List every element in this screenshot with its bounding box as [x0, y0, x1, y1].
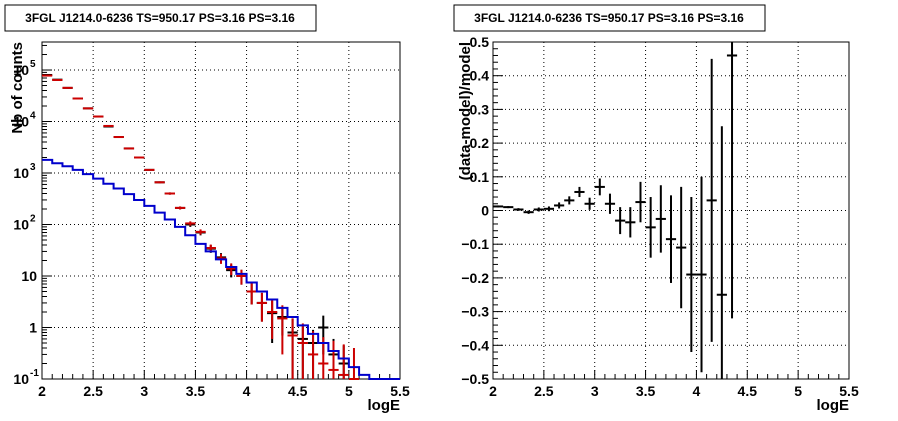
counts-y-axis-label: Nb of counts — [9, 42, 26, 134]
y-tick-label: 10 — [21, 268, 37, 284]
x-tick-label: 4.5 — [288, 383, 308, 399]
residual-grid — [493, 42, 849, 379]
y-tick-exponent: -1 — [30, 368, 39, 379]
counts-chart-panel: 3FGL J1214.0-6236 TS=950.17 PS=3.16 PS=3… — [4, 4, 410, 414]
x-tick-label: 5 — [794, 383, 802, 399]
y-tick-label: −0.5 — [461, 371, 489, 387]
counts-chart-title: 3FGL J1214.0-6236 TS=950.17 PS=3.16 PS=3… — [25, 11, 295, 25]
y-tick-label: 10 — [13, 62, 29, 78]
y-tick-label: 0.2 — [470, 135, 490, 151]
x-tick-label: 5 — [345, 383, 353, 399]
x-tick-label: 3 — [591, 383, 599, 399]
counts-title-box — [4, 4, 317, 32]
x-tick-label: 3.5 — [186, 383, 206, 399]
counts-plot-frame — [41, 41, 401, 380]
x-tick-label: 5.5 — [390, 383, 410, 399]
y-tick-label: 0 — [481, 203, 489, 219]
y-tick-label: 0.1 — [470, 169, 490, 185]
y-tick-label: 10 — [13, 217, 29, 233]
x-tick-label: 2.5 — [83, 383, 103, 399]
x-tick-label: 4 — [243, 383, 251, 399]
residual-title-box — [453, 4, 766, 32]
residual-x-axis: 2 2.5 3 3.5 4 4.5 5 5.5 — [489, 370, 859, 399]
x-tick-label: 3.5 — [636, 383, 656, 399]
residual-chart-title: 3FGL J1214.0-6236 TS=950.17 PS=3.16 PS=3… — [474, 11, 744, 25]
x-tick-label: 3 — [140, 383, 148, 399]
y-tick-label: 0.5 — [470, 34, 490, 50]
residual-data — [493, 42, 738, 379]
residual-x-axis-label: logE — [817, 397, 850, 414]
y-tick-label: 10 — [13, 371, 29, 387]
x-tick-label: 4 — [693, 383, 701, 399]
residual-y-axis: −0.5 −0.4 −0.3 −0.2 −0.1 0 0.1 0.2 0.3 0.4 0.5 — [461, 34, 503, 387]
counts-grid — [42, 42, 400, 379]
x-tick-label: 2 — [489, 383, 497, 399]
y-tick-label: 1 — [29, 320, 37, 336]
y-tick-label: −0.3 — [461, 304, 489, 320]
y-tick-label: 10 — [13, 165, 29, 181]
x-tick-label: 5.5 — [839, 383, 859, 399]
counts-x-axis-label: logE — [368, 397, 401, 414]
y-tick-exponent: 3 — [30, 162, 36, 173]
y-tick-exponent: 4 — [30, 111, 36, 122]
y-tick-label: −0.2 — [461, 270, 489, 286]
x-tick-label: 2 — [38, 383, 46, 399]
y-tick-label: −0.4 — [461, 337, 489, 353]
residual-y-axis-label: (data-model)/model — [457, 42, 474, 180]
residual-chart-panel: 3FGL J1214.0-6236 TS=950.17 PS=3.16 PS=3… — [453, 4, 859, 414]
y-tick-label: −0.1 — [461, 236, 489, 252]
y-tick-label: 10 — [13, 114, 29, 130]
x-tick-label: 4.5 — [738, 383, 758, 399]
y-tick-exponent: 5 — [30, 59, 36, 70]
x-tick-label: 2.5 — [534, 383, 554, 399]
y-tick-exponent: 2 — [30, 214, 36, 225]
model-step-line — [42, 158, 400, 380]
y-tick-label: 0.4 — [470, 68, 490, 84]
counts-data — [42, 74, 400, 380]
y-tick-label: 0.3 — [470, 101, 490, 117]
